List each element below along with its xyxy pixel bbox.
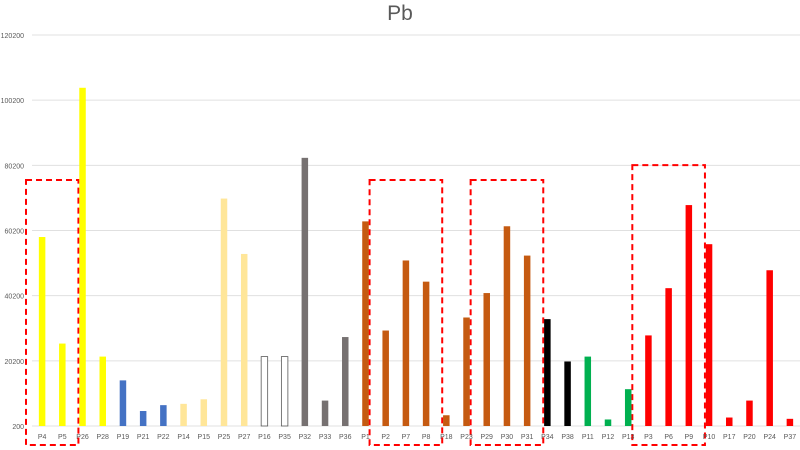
bar-p18 bbox=[443, 415, 450, 426]
x-tick-label: P20 bbox=[743, 434, 756, 441]
highlight-box bbox=[469, 179, 545, 446]
bar-p22 bbox=[160, 405, 167, 426]
bar-p29 bbox=[483, 293, 490, 426]
bar-p5 bbox=[59, 343, 66, 426]
bar-p6 bbox=[665, 288, 672, 426]
bar-p23 bbox=[463, 317, 470, 426]
bar-p10 bbox=[705, 244, 713, 426]
x-tick-label: P3 bbox=[644, 434, 653, 441]
x-tick-label: P26 bbox=[76, 434, 89, 441]
x-tick-label: P24 bbox=[763, 434, 776, 441]
x-tick-label: P22 bbox=[157, 434, 170, 441]
x-tick-label: P13 bbox=[622, 434, 635, 441]
y-tick-label: 60200 bbox=[5, 229, 25, 236]
bar-p30 bbox=[503, 226, 511, 426]
highlight-box bbox=[368, 179, 444, 446]
y-tick-label: 40200 bbox=[5, 294, 25, 301]
x-tick-label: P34 bbox=[541, 434, 554, 441]
x-tick-label: P33 bbox=[319, 434, 332, 441]
x-tick-label: P18 bbox=[440, 434, 453, 441]
x-tick-label: P16 bbox=[258, 434, 271, 441]
x-tick-label: P1 bbox=[361, 434, 370, 441]
bar-p7 bbox=[402, 260, 410, 426]
bar-p11 bbox=[584, 356, 592, 426]
bar-p33 bbox=[321, 400, 329, 426]
bar-p3 bbox=[645, 335, 652, 426]
bar-p37 bbox=[786, 418, 794, 426]
bar-p24 bbox=[766, 270, 773, 426]
x-tick-label: P9 bbox=[685, 434, 694, 441]
y-tick-label: 200 bbox=[12, 424, 24, 431]
x-tick-label: P15 bbox=[198, 434, 211, 441]
bar-p31 bbox=[523, 255, 531, 426]
bar-p12 bbox=[604, 419, 612, 426]
highlight-box bbox=[25, 179, 80, 446]
highlight-box bbox=[631, 164, 706, 447]
bar-p2 bbox=[382, 330, 389, 426]
y-tick-label: 100200 bbox=[1, 98, 24, 105]
x-tick-label: P36 bbox=[339, 434, 352, 441]
bar-p21 bbox=[139, 411, 147, 426]
x-tick-label: P7 bbox=[402, 434, 411, 441]
bar-p28 bbox=[99, 356, 106, 426]
x-tick-label: P5 bbox=[58, 434, 67, 441]
x-tick-label: P19 bbox=[117, 434, 130, 441]
gridlines bbox=[32, 34, 800, 427]
x-tick-label: P17 bbox=[723, 434, 736, 441]
x-tick-label: P32 bbox=[299, 434, 312, 441]
x-tick-label: P30 bbox=[501, 434, 514, 441]
x-tick-label: P29 bbox=[481, 434, 494, 441]
bar-p15 bbox=[200, 399, 208, 426]
x-tick-label: P37 bbox=[784, 434, 797, 441]
x-tick-label: P4 bbox=[38, 434, 47, 441]
bar-p19 bbox=[119, 380, 127, 426]
bar-p27 bbox=[240, 253, 248, 426]
x-tick-label: P23 bbox=[460, 434, 473, 441]
bar-p20 bbox=[746, 400, 753, 426]
x-tick-label: P2 bbox=[381, 434, 390, 441]
x-tick-label: P31 bbox=[521, 434, 534, 441]
x-tick-label: P10 bbox=[703, 434, 716, 441]
x-tick-label: P14 bbox=[177, 434, 190, 441]
x-tick-label: P27 bbox=[238, 434, 251, 441]
x-tick-label: P35 bbox=[278, 434, 291, 441]
x-tick-label: P6 bbox=[664, 434, 673, 441]
bar-p17 bbox=[726, 417, 733, 426]
highlight-boxes bbox=[25, 164, 706, 447]
x-tick-label: P21 bbox=[137, 434, 150, 441]
bar-p25 bbox=[220, 198, 228, 426]
x-tick-label: P11 bbox=[582, 434, 594, 441]
bar-p8 bbox=[422, 281, 430, 426]
bar-p36 bbox=[342, 337, 349, 426]
bar-p26 bbox=[79, 87, 86, 426]
x-tick-label: P38 bbox=[561, 434, 574, 441]
x-tick-label: P8 bbox=[422, 434, 431, 441]
x-tick-label: P28 bbox=[97, 434, 110, 441]
bar-p35 bbox=[280, 356, 289, 427]
y-tick-label: 120200 bbox=[1, 33, 24, 40]
bar-p38 bbox=[564, 361, 571, 426]
bar-p13 bbox=[624, 389, 632, 426]
y-tick-label: 20200 bbox=[5, 359, 25, 366]
bars bbox=[38, 87, 794, 427]
y-tick-label: 80200 bbox=[5, 163, 25, 170]
x-axis-ticks: P4 P5 P26 P28 P19 P21 P22 P14 P15 P25 P27 P16 P35 P32… bbox=[38, 434, 796, 441]
bar-p9 bbox=[685, 205, 693, 426]
bar-p1 bbox=[362, 221, 369, 426]
x-tick-label: P25 bbox=[218, 434, 231, 441]
bar-p14 bbox=[180, 403, 187, 426]
bar-p16 bbox=[260, 356, 269, 427]
chart-title: Pb bbox=[387, 2, 413, 25]
x-tick-label: P12 bbox=[602, 434, 615, 441]
bar-p34 bbox=[544, 319, 551, 426]
bar-p32 bbox=[301, 157, 309, 426]
y-axis-ticks: 200 20200 40200 60200 80200 100200 120200 bbox=[1, 33, 24, 431]
bar-p4 bbox=[38, 237, 46, 426]
